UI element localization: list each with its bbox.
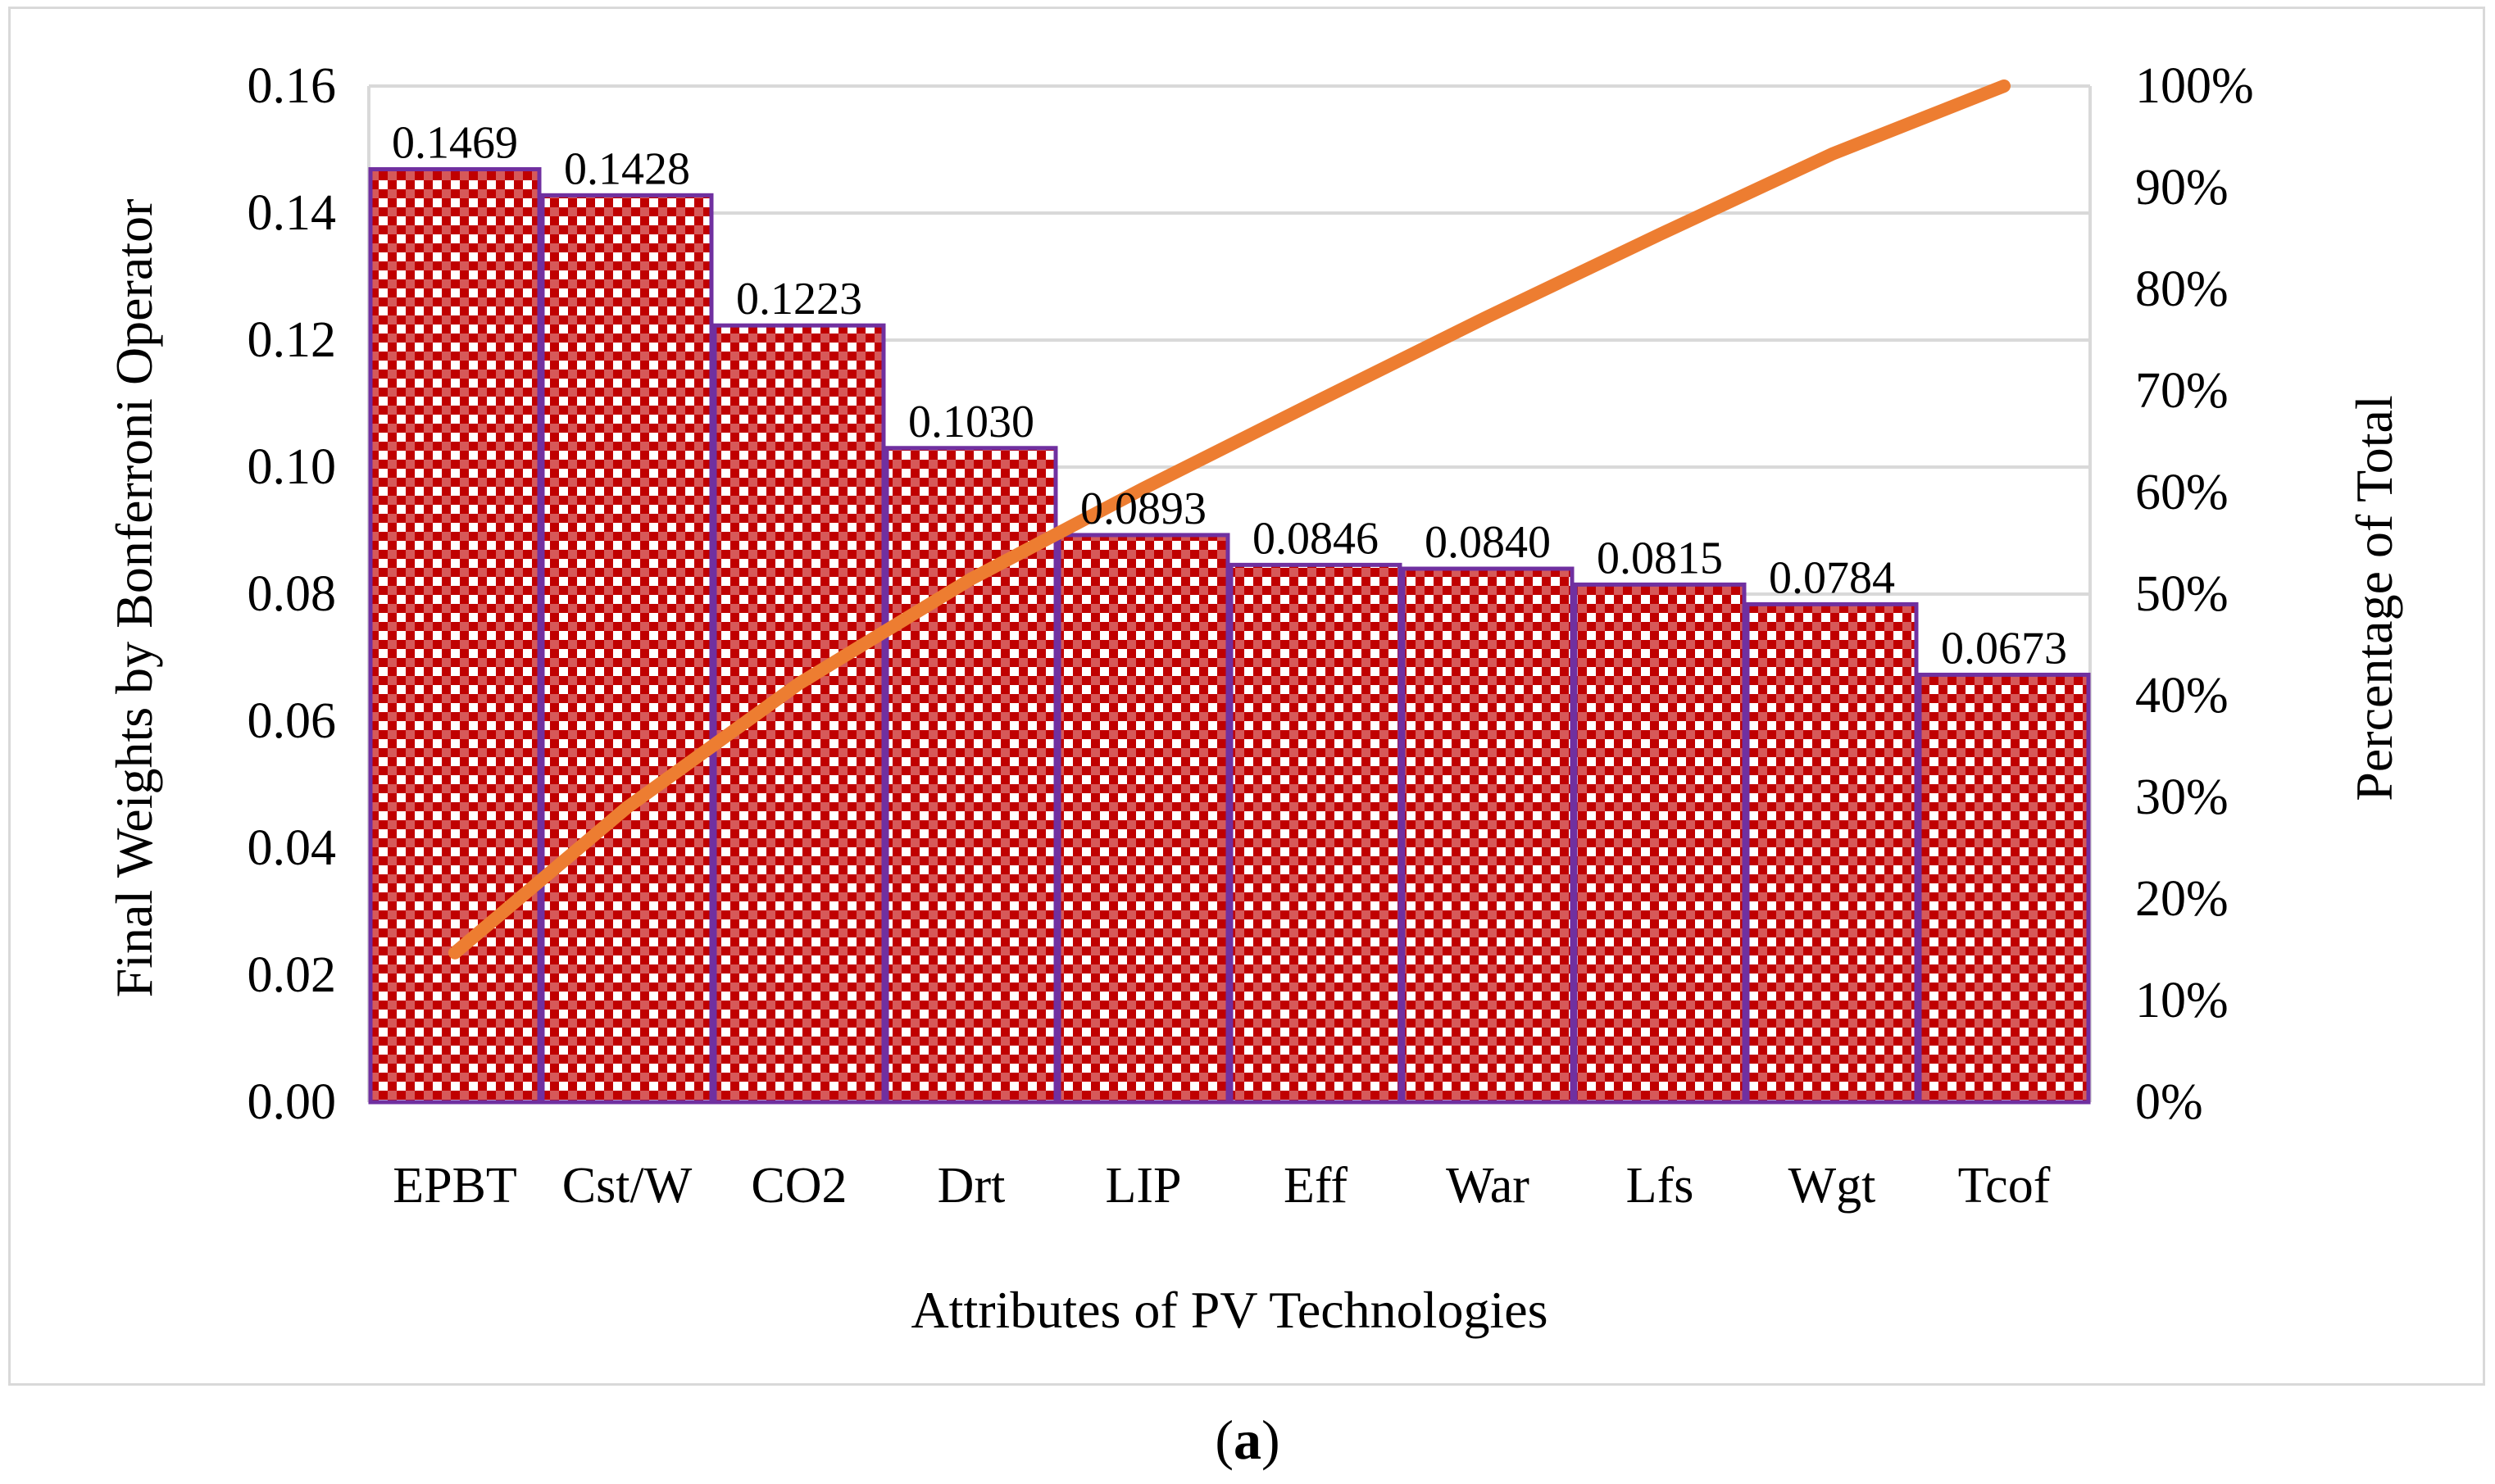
- y2-tick-label: 90%: [2135, 160, 2229, 216]
- bars: [368, 167, 2091, 1105]
- y2-tick-label: 60%: [2135, 465, 2229, 520]
- x-category-label: Eff: [1284, 1158, 1347, 1214]
- y2-tick-label: 40%: [2135, 668, 2229, 724]
- y2-tick-label: 100%: [2135, 58, 2254, 114]
- y2-tick-label: 10%: [2135, 973, 2229, 1028]
- data-label: 0.0893: [1080, 483, 1207, 534]
- y-tick-label: 0.14: [248, 185, 337, 241]
- x-category-label: Wgt: [1788, 1158, 1876, 1214]
- bar-co2: [712, 323, 886, 1105]
- y-axis-title: Final Weights by Bonferroni Operator: [105, 199, 163, 998]
- data-label: 0.0673: [1941, 623, 2067, 674]
- y-tick-label: 0.16: [248, 58, 337, 114]
- x-category-label: LIP: [1106, 1158, 1182, 1214]
- data-label: 0.0784: [1769, 552, 1895, 603]
- x-axis-categories: EPBT Cst/W CO2 Drt LIP Eff War Lfs Wgt Tcof: [393, 1158, 2050, 1214]
- bar-lfs: [1573, 582, 1747, 1105]
- y2-tick-label: 20%: [2135, 871, 2229, 927]
- y-tick-label: 0.12: [248, 312, 337, 368]
- y-tick-label: 0.10: [248, 439, 337, 495]
- data-label: 0.1223: [736, 274, 862, 324]
- bar-epbt: [368, 167, 542, 1105]
- x-category-label: Lfs: [1626, 1158, 1694, 1214]
- data-label: 0.1030: [908, 397, 1034, 447]
- bar-lip: [1057, 533, 1230, 1105]
- data-label: 0.0846: [1252, 513, 1379, 564]
- y-tick-label: 0.06: [248, 693, 337, 749]
- caption-letter: a: [1234, 1409, 1261, 1471]
- data-labels: 0.1469 0.1428 0.1223 0.1030 0.0893 0.0846 0.08…: [392, 118, 2067, 674]
- cumulative-percentage-line: [448, 79, 2011, 960]
- y2-axis-ticks: 0% 10% 20% 30% 40% 50% 60% 70% 80% 90% 100%: [2135, 58, 2254, 1130]
- figure-caption: (a): [0, 1408, 2495, 1473]
- y-tick-label: 0.00: [248, 1074, 337, 1130]
- bar-wgt: [1745, 601, 1919, 1105]
- y2-tick-label: 0%: [2135, 1074, 2203, 1130]
- x-category-label: Drt: [938, 1158, 1006, 1214]
- y2-tick-label: 50%: [2135, 566, 2229, 622]
- y2-tick-label: 80%: [2135, 261, 2229, 317]
- bar-war: [1401, 566, 1575, 1105]
- bar-eff: [1229, 562, 1402, 1105]
- y-tick-label: 0.02: [248, 947, 337, 1003]
- y-tick-label: 0.08: [248, 566, 337, 622]
- bar-drt: [884, 446, 1058, 1105]
- chart-frame: [8, 7, 2485, 1386]
- data-label: 0.0840: [1425, 517, 1551, 568]
- x-category-label: War: [1446, 1158, 1529, 1214]
- data-label: 0.0815: [1597, 533, 1723, 583]
- x-axis-title: Attributes of PV Technologies: [911, 1281, 1547, 1339]
- y2-tick-label: 70%: [2135, 363, 2229, 419]
- bar-tcof: [1917, 672, 2091, 1105]
- caption-close: ): [1261, 1409, 1280, 1471]
- data-label: 0.1428: [564, 143, 690, 194]
- caption-open: (: [1215, 1409, 1234, 1471]
- y2-tick-label: 30%: [2135, 769, 2229, 825]
- pareto-chart: 0.1469 0.1428 0.1223 0.1030 0.0893 0.0846 0.08…: [105, 58, 2403, 1339]
- y-axis-ticks: 0.00 0.02 0.04 0.06 0.08 0.10 0.12 0.14 0.16: [248, 58, 337, 1130]
- y-tick-label: 0.04: [248, 820, 337, 876]
- data-label: 0.1469: [392, 118, 518, 169]
- x-category-label: Tcof: [1958, 1158, 2051, 1214]
- bar-cstw: [540, 193, 714, 1105]
- x-category-label: EPBT: [393, 1158, 517, 1214]
- y2-axis-title: Percentage of Total: [2345, 395, 2403, 801]
- x-category-label: CO2: [751, 1158, 847, 1214]
- cumulative-line: [448, 79, 2011, 960]
- x-category-label: Cst/W: [562, 1158, 693, 1214]
